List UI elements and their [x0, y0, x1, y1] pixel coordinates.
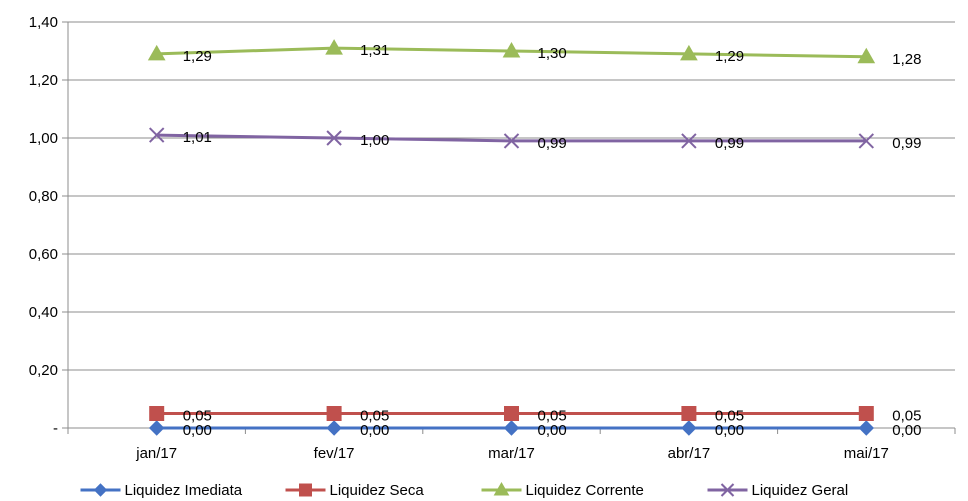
y-tick-label: 0,40	[29, 304, 58, 321]
data-label: 0,99	[892, 135, 921, 152]
data-labels: 0,00 0,00 0,00 0,00 0,000,05 0,05 0,05 0,05 0,05…	[183, 42, 922, 439]
diamond-marker	[681, 420, 697, 436]
y-tick-label: 0,20	[29, 362, 58, 379]
triangle-marker	[325, 39, 343, 55]
series-liquidez-seca	[149, 406, 874, 421]
series-liquidez-geral	[148, 127, 875, 149]
y-tick-label: 0,60	[29, 246, 58, 263]
x-marker-stroke	[720, 483, 735, 497]
data-label: 0,00	[715, 422, 744, 439]
x-marker-stroke	[681, 133, 697, 149]
gridlines	[68, 21, 955, 371]
x-tick-label: mai/17	[844, 445, 889, 462]
diamond-marker	[858, 420, 875, 436]
square-marker	[858, 406, 874, 421]
square-marker	[504, 406, 519, 421]
legend-label: Liquidez Imediata	[125, 482, 243, 499]
data-label: 1,00	[360, 132, 389, 149]
diamond-marker	[148, 420, 165, 436]
data-label: 0,05	[360, 408, 389, 425]
series-liquidez-imediata	[148, 420, 875, 436]
x-marker	[503, 133, 520, 149]
data-label: 0,05	[715, 408, 744, 425]
square-marker	[326, 406, 342, 421]
diamond-marker	[93, 483, 108, 497]
legend: Liquidez Imediata Liquidez Seca Liquidez C…	[80, 482, 849, 499]
series-liquidez-corrente	[147, 39, 876, 64]
data-label: 1,29	[715, 48, 744, 65]
data-label: 0,00	[183, 422, 212, 439]
data-label: 1,01	[183, 129, 212, 146]
data-label: 0,05	[892, 408, 921, 425]
data-label: 1,29	[183, 48, 212, 65]
y-tick-label: 0,80	[29, 188, 58, 205]
data-label: 0,00	[892, 422, 921, 439]
x-marker-stroke	[858, 133, 875, 149]
legend-item: Liquidez Corrente	[481, 482, 644, 499]
x-marker	[720, 483, 735, 497]
data-label: 1,31	[360, 42, 389, 59]
triangle-marker	[493, 482, 510, 496]
square-marker	[681, 406, 697, 421]
square-marker	[149, 406, 165, 421]
legend-item: Liquidez Seca	[285, 482, 425, 499]
x-tick-label: jan/17	[135, 445, 177, 462]
legend-item: Liquidez Geral	[707, 482, 849, 499]
x-marker	[681, 133, 697, 149]
data-label: 0,99	[715, 135, 744, 152]
series-lines	[147, 39, 876, 436]
x-tick-label: abr/17	[668, 445, 711, 462]
square-marker	[299, 483, 312, 497]
data-label: 0,00	[360, 422, 389, 439]
x-marker	[148, 127, 165, 143]
x-marker	[858, 133, 875, 149]
triangle-marker	[680, 44, 698, 61]
data-label: 1,30	[538, 45, 567, 62]
y-tick-label: 1,00	[29, 130, 58, 147]
triangle-marker	[147, 44, 166, 61]
x-marker-stroke	[148, 127, 165, 143]
x-marker-stroke	[326, 130, 342, 146]
legend-label: Liquidez Seca	[330, 482, 425, 499]
legend-label: Liquidez Corrente	[526, 482, 644, 499]
data-label: 0,05	[538, 408, 567, 425]
diamond-marker	[503, 420, 520, 436]
legend-label: Liquidez Geral	[752, 482, 849, 499]
y-tick-label: 1,40	[29, 14, 58, 31]
data-label: 0,00	[538, 422, 567, 439]
legend-item: Liquidez Imediata	[80, 482, 243, 499]
triangle-marker	[857, 47, 876, 64]
triangle-marker	[502, 41, 521, 58]
x-marker	[326, 130, 342, 146]
diamond-marker	[326, 420, 342, 436]
data-label: 1,28	[892, 51, 921, 68]
data-label: 0,05	[183, 408, 212, 425]
axes: - 0,20 0,40 0,60 0,80 1,00 1,20 1,40 jan/17 fev/1…	[29, 14, 956, 462]
x-tick-label: fev/17	[314, 445, 355, 462]
x-marker-stroke	[503, 133, 520, 149]
y-tick-label: -	[53, 420, 58, 437]
y-tick-label: 1,20	[29, 72, 58, 89]
data-label: 0,99	[538, 135, 567, 152]
x-tick-label: mar/17	[488, 445, 535, 462]
